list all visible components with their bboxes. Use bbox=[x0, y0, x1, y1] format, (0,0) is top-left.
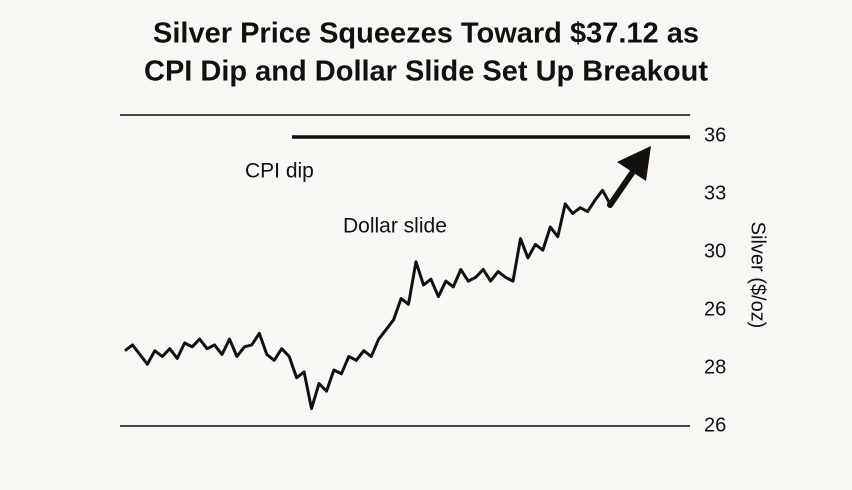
chart-title: Silver Price Squeezes Toward $37.12 as bbox=[153, 18, 699, 50]
arrow-shaft bbox=[607, 170, 635, 208]
y-tick-label: 33 bbox=[704, 182, 726, 204]
arrow-head bbox=[617, 146, 651, 181]
y-tick-label: 26 bbox=[704, 414, 726, 436]
y-axis-label: Silver ($/oz) bbox=[747, 222, 769, 329]
y-tick-label: 30 bbox=[704, 240, 726, 262]
y-tick-label: 28 bbox=[704, 356, 726, 378]
y-tick-label: 26 bbox=[704, 298, 726, 320]
price-line bbox=[124, 188, 612, 411]
chart-title: CPI Dip and Dollar Slide Set Up Breakout bbox=[144, 56, 708, 88]
y-tick-label: 36 bbox=[704, 125, 726, 147]
annotation: CPI dip bbox=[245, 160, 314, 183]
annotation: Dollar slide bbox=[343, 215, 447, 238]
